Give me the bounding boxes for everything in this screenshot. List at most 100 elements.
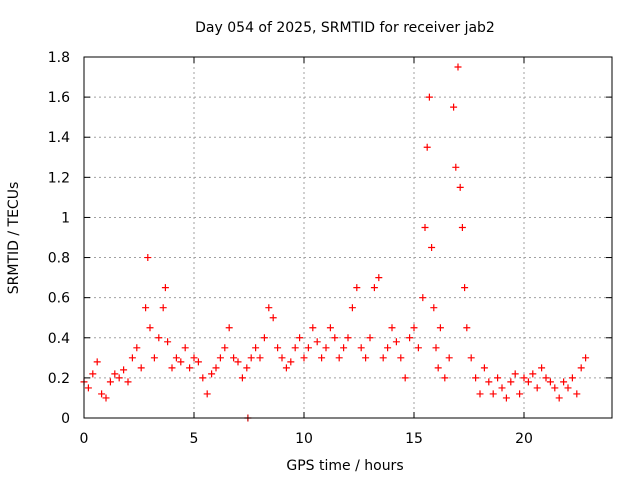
data-point xyxy=(452,163,460,171)
data-point xyxy=(461,284,469,292)
data-point xyxy=(144,254,152,262)
data-point xyxy=(203,390,211,398)
data-point xyxy=(274,344,282,352)
data-point xyxy=(331,334,339,342)
data-point xyxy=(282,364,290,372)
data-point xyxy=(502,394,510,402)
data-point xyxy=(133,344,141,352)
data-point xyxy=(111,370,119,378)
data-point xyxy=(186,364,194,372)
data-point xyxy=(216,354,224,362)
data-point xyxy=(348,304,356,312)
data-point xyxy=(238,374,246,382)
data-point xyxy=(463,324,471,332)
data-point xyxy=(388,324,396,332)
data-point xyxy=(353,284,361,292)
data-point xyxy=(511,370,519,378)
data-point xyxy=(392,338,400,346)
data-point xyxy=(221,344,229,352)
data-point xyxy=(524,378,532,386)
data-point xyxy=(106,378,114,386)
y-tick-label: 0.6 xyxy=(48,291,70,307)
plot-frame xyxy=(83,56,613,419)
data-point xyxy=(159,304,167,312)
data-point xyxy=(256,354,264,362)
data-point xyxy=(555,394,563,402)
data-point xyxy=(421,223,429,231)
data-point xyxy=(520,374,528,382)
data-point xyxy=(322,344,330,352)
data-point xyxy=(533,384,541,392)
axis-ticks: 0 5 10 15 20 0 0.2 0.4 0.6 0.8 1 1.2 1.4 1.6 1.8 xyxy=(48,50,612,447)
data-point xyxy=(225,324,233,332)
data-point xyxy=(318,354,326,362)
data-point xyxy=(344,334,352,342)
data-point xyxy=(243,364,251,372)
data-point xyxy=(234,358,242,366)
data-point xyxy=(247,354,255,362)
data-point xyxy=(406,334,414,342)
data-point xyxy=(98,390,106,398)
data-point xyxy=(93,358,101,366)
data-point xyxy=(142,304,150,312)
data-point xyxy=(489,390,497,398)
data-point xyxy=(155,334,163,342)
data-point xyxy=(582,354,590,362)
data-point xyxy=(340,344,348,352)
data-point xyxy=(335,354,343,362)
data-point xyxy=(384,344,392,352)
data-point xyxy=(265,304,273,312)
data-point xyxy=(414,344,422,352)
data-point xyxy=(441,374,449,382)
data-point xyxy=(568,374,576,382)
y-tick-label: 1.6 xyxy=(48,90,70,106)
data-point xyxy=(190,354,198,362)
chart-title: Day 054 of 2025, SRMTID for receiver jab… xyxy=(195,20,495,36)
data-point xyxy=(370,284,378,292)
data-point xyxy=(458,223,466,231)
data-point xyxy=(410,324,418,332)
y-tick-label: 0.8 xyxy=(48,251,70,267)
data-point xyxy=(472,374,480,382)
data-point xyxy=(476,390,484,398)
data-point xyxy=(529,370,537,378)
y-axis-title: SRMTID / TECUs xyxy=(6,182,22,295)
data-point xyxy=(538,364,546,372)
data-point xyxy=(89,370,97,378)
y-tick-label: 1 xyxy=(61,210,70,226)
data-point xyxy=(208,370,216,378)
data-point xyxy=(212,364,220,372)
data-point xyxy=(480,364,488,372)
data-point xyxy=(577,364,585,372)
data-point xyxy=(379,354,387,362)
data-point xyxy=(397,354,405,362)
data-point xyxy=(313,338,321,346)
data-point xyxy=(432,344,440,352)
grid xyxy=(84,57,612,418)
data-point xyxy=(485,378,493,386)
data-point xyxy=(516,390,524,398)
data-point xyxy=(498,384,506,392)
y-tick-label: 0.4 xyxy=(48,331,70,347)
data-point xyxy=(573,390,581,398)
data-point xyxy=(137,364,145,372)
data-point xyxy=(309,324,317,332)
x-axis-title: GPS time / hours xyxy=(286,458,403,474)
data-point xyxy=(296,334,304,342)
data-point xyxy=(430,304,438,312)
data-point xyxy=(102,394,110,402)
data-point xyxy=(199,374,207,382)
data-point xyxy=(326,324,334,332)
data-point xyxy=(181,344,189,352)
data-point xyxy=(445,354,453,362)
data-point xyxy=(115,374,123,382)
data-point xyxy=(434,364,442,372)
data-point xyxy=(252,344,260,352)
data-point xyxy=(84,384,92,392)
data-point xyxy=(423,143,431,151)
data-point xyxy=(467,354,475,362)
data-point xyxy=(287,358,295,366)
data-point xyxy=(300,354,308,362)
y-tick-label: 1.8 xyxy=(48,50,70,66)
